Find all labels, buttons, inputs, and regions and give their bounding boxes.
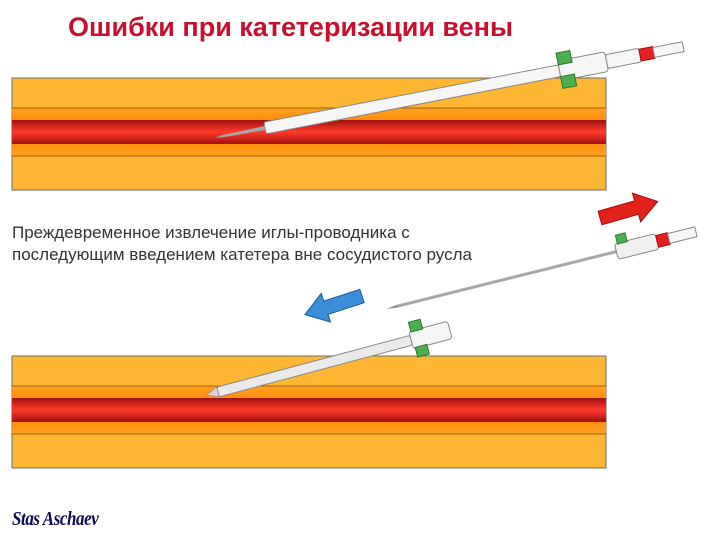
page-title: Ошибки при катетеризации вены bbox=[68, 12, 513, 43]
arrow-blue bbox=[300, 282, 366, 329]
caption-text: Преждевременное извлечение иглы-проводни… bbox=[12, 222, 522, 266]
arrow-red bbox=[596, 187, 662, 232]
arrows bbox=[0, 0, 720, 540]
author-credit: Stas Aschaev bbox=[12, 508, 98, 531]
